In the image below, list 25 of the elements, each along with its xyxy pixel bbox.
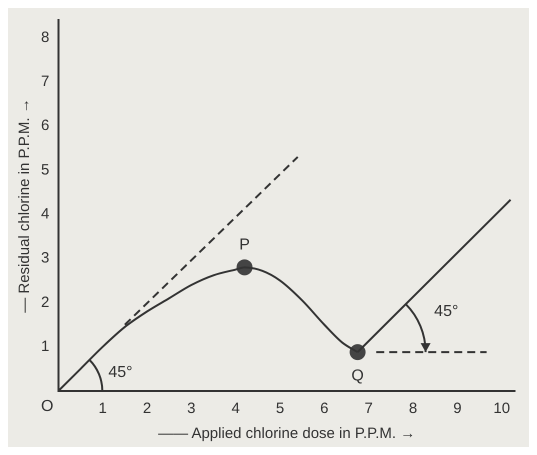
y-axis-title: — Residual chlorine in P.P.M. →: [16, 98, 34, 313]
y-tick-label: 6: [41, 117, 50, 134]
annotation: P: [239, 236, 250, 254]
text: O: [41, 398, 54, 415]
x-tick-label: 9: [453, 400, 462, 418]
annotation: 45°: [434, 302, 458, 320]
x-tick-label: 8: [408, 400, 418, 418]
x-tick-label: 10: [493, 400, 510, 418]
y-tick-label: 1: [41, 338, 50, 355]
y-tick-label: 4: [41, 205, 50, 222]
x-tick-label: 7: [364, 400, 373, 418]
y-tick-label: 3: [41, 250, 50, 267]
annotation: 45°: [108, 364, 133, 381]
y-tick-label: 8: [41, 28, 50, 46]
x-tick-label: 6: [320, 400, 329, 418]
y-tick-label: 5: [41, 161, 50, 178]
annotation: Q: [351, 368, 364, 385]
x-tick-label: 5: [276, 400, 284, 418]
x-tick-label: 1: [98, 400, 107, 418]
x-tick-label: 2: [142, 400, 152, 418]
x-tick-label: 4: [232, 400, 240, 418]
y-tick-label: 2: [41, 294, 50, 311]
x-axis-title: —— Applied chlorine dose in P.P.M. →: [158, 425, 416, 442]
x-tick-label: 3: [187, 400, 196, 418]
y-tick-label: 7: [41, 72, 50, 90]
